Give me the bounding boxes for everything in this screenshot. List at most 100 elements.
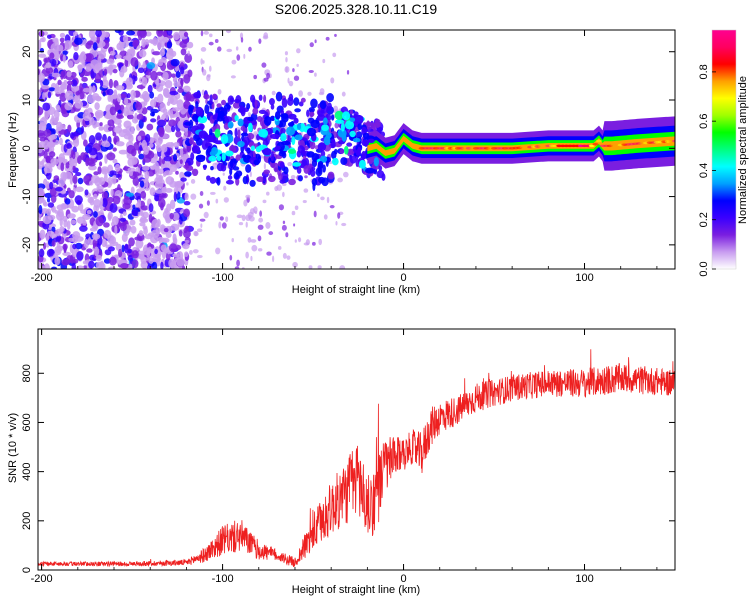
heatmap-cell	[103, 68, 108, 76]
heatmap-cell	[94, 72, 102, 83]
heatmap-cell	[85, 66, 91, 72]
heatmap-cell	[287, 162, 293, 167]
heatmap-cell	[38, 53, 47, 58]
heatmap-cell	[82, 111, 92, 122]
heatmap-cell	[126, 114, 134, 120]
heatmap-cell	[38, 59, 42, 67]
heatmap-cell	[142, 165, 150, 171]
heatmap-cell	[147, 84, 153, 93]
heatmap-cell	[123, 120, 132, 129]
heatmap-cell	[376, 170, 385, 179]
heatmap-cell	[268, 231, 274, 236]
heatmap-cell	[183, 201, 191, 206]
x-tick-label: -100	[212, 272, 234, 284]
heatmap-cell	[303, 165, 310, 174]
heatmap-cell	[119, 217, 127, 222]
heatmap-cell	[64, 171, 73, 180]
heatmap-cell	[248, 122, 253, 133]
heatmap-cell	[294, 239, 297, 243]
heatmap-cell	[54, 245, 62, 256]
heatmap-cell	[354, 114, 364, 124]
heatmap-cell	[56, 121, 63, 132]
heatmap-cell	[285, 57, 288, 63]
heatmap-cell	[179, 66, 185, 75]
heatmap-cell	[38, 248, 45, 258]
heatmap-cell	[253, 159, 260, 166]
heatmap-cell	[227, 95, 235, 105]
heatmap-cell	[334, 110, 344, 121]
heatmap-cell	[263, 116, 272, 127]
heatmap-cell	[286, 255, 291, 260]
heatmap-cell	[163, 155, 172, 162]
heatmap-cell	[183, 121, 192, 126]
snr-frame	[37, 328, 676, 571]
heatmap-cell	[203, 93, 210, 100]
heatmap-cell	[279, 179, 286, 184]
heatmap-cell	[201, 139, 208, 150]
heatmap-cell	[202, 60, 205, 64]
heatmap-cell	[269, 98, 275, 106]
heatmap-cell	[177, 87, 184, 94]
heatmap-cell	[48, 87, 56, 92]
heatmap-cell	[43, 242, 47, 250]
heatmap-cell	[162, 144, 168, 153]
heatmap-cell	[288, 113, 297, 120]
x-tick-label: -200	[31, 573, 53, 585]
heatmap-cell	[143, 146, 150, 153]
heatmap-cell	[74, 151, 79, 158]
heatmap-cell	[109, 50, 116, 56]
heatmap-cell	[81, 125, 85, 134]
heatmap-cell	[109, 106, 117, 116]
heatmap-cell	[157, 198, 166, 208]
heatmap-cell	[175, 130, 182, 138]
heatmap-cell	[71, 79, 78, 88]
heatmap-cell	[269, 133, 280, 139]
heatmap-cell	[107, 176, 114, 186]
heatmap-cell	[146, 62, 156, 70]
heatmap-cell	[236, 214, 243, 219]
heatmap-cell	[149, 187, 156, 196]
heatmap-cell	[262, 199, 267, 204]
heatmap-cell	[128, 237, 135, 247]
heatmap-cell	[129, 171, 134, 177]
heatmap-cell	[325, 132, 332, 139]
heatmap-cell	[51, 226, 56, 232]
heatmap-cell	[66, 142, 72, 149]
heatmap-cell	[101, 168, 108, 173]
heatmap-cell	[294, 108, 301, 113]
heatmap-cell	[280, 127, 286, 134]
heatmap-cell	[107, 126, 113, 132]
heatmap-cell	[236, 54, 241, 61]
heatmap-cell	[145, 179, 149, 189]
heatmap-cell	[203, 165, 207, 171]
heatmap-cell	[306, 109, 310, 118]
heatmap-cell	[230, 75, 236, 79]
heatmap-cell	[87, 161, 96, 167]
heatmap-cell	[65, 162, 70, 169]
heatmap-cell	[114, 30, 122, 34]
heatmap-cell	[234, 266, 240, 269]
ridge-core	[672, 139, 675, 143]
x-tick-label: 100	[575, 272, 593, 284]
heatmap-cell	[150, 118, 157, 123]
heatmap-cell	[292, 261, 298, 268]
heatmap-cell	[196, 228, 203, 233]
heatmap-cell	[337, 177, 343, 183]
heatmap-cell	[367, 138, 375, 144]
heatmap-cell	[103, 222, 110, 228]
heatmap-cell	[101, 197, 108, 208]
heatmap-cell	[93, 246, 100, 257]
heatmap-cell	[82, 260, 89, 265]
heatmap-cell	[233, 98, 241, 104]
chart-title: S206.2025.328.10.11.C19	[275, 1, 438, 17]
heatmap-cell	[116, 93, 122, 103]
heatmap-cell	[138, 30, 147, 37]
heatmap-cell	[262, 148, 272, 156]
heatmap-cell	[119, 263, 129, 269]
heatmap-cell	[143, 98, 148, 106]
heatmap-cell	[72, 31, 78, 37]
heatmap-cell	[303, 242, 310, 246]
heatmap-cell	[150, 112, 155, 117]
heatmap-cell	[229, 168, 233, 176]
